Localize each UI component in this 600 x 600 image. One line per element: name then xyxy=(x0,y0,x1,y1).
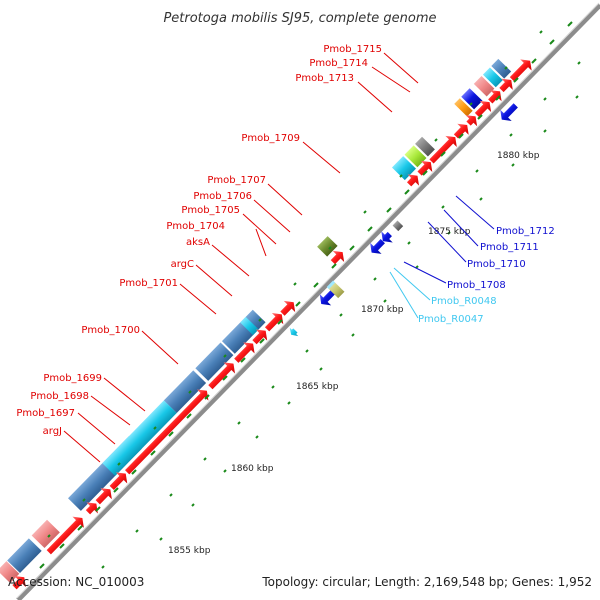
label-pmob-1697: Pmob_1697 xyxy=(16,408,75,419)
label-pmob-r0048: Pmob_R0048 xyxy=(431,296,497,307)
gene-arrow-forward xyxy=(85,502,98,515)
steel-block xyxy=(491,58,512,79)
label-pmob-1713: Pmob_1713 xyxy=(295,73,354,84)
genome-backbone xyxy=(16,3,600,600)
label-pmob-1698: Pmob_1698 xyxy=(30,391,89,402)
cyan-block xyxy=(391,156,417,181)
pink-block xyxy=(473,76,495,97)
gene-arrow-forward xyxy=(429,135,457,164)
gene-arrow-reverse xyxy=(500,103,518,121)
right-labels: Pmob_1712 Pmob_1711 Pmob_1710 Pmob_1708 … xyxy=(389,195,555,325)
cyan-block xyxy=(240,316,259,336)
gene-arrow-forward xyxy=(499,78,513,93)
label-pmob-r0047: Pmob_R0047 xyxy=(418,314,484,325)
steel-block xyxy=(7,538,42,574)
rna-block xyxy=(328,281,345,299)
label-pmob-1710: Pmob_1710 xyxy=(467,259,526,270)
gene-arrow-reverse xyxy=(289,327,299,337)
cyan-block xyxy=(102,400,177,476)
orange-block xyxy=(454,98,473,117)
gene-arrow-forward xyxy=(509,59,532,82)
grey-block xyxy=(392,220,404,232)
scale-label-1855: 1855 kbp xyxy=(168,546,211,556)
tick-marks xyxy=(39,21,581,569)
gene-arrow-forward xyxy=(234,342,255,363)
cyan-block xyxy=(482,67,503,88)
feature-tracks xyxy=(0,58,532,590)
track-reverse-genes xyxy=(289,103,518,337)
scale-label-1860: 1860 kbp xyxy=(231,464,274,474)
scale-label-1875: 1875 kbp xyxy=(428,227,471,237)
pink-block xyxy=(31,519,60,549)
scale-label-1880: 1880 kbp xyxy=(497,151,540,161)
rna-block xyxy=(326,280,336,290)
gene-arrow-forward xyxy=(453,123,469,139)
gene-arrow-forward xyxy=(46,516,84,555)
gene-arrow-forward xyxy=(465,115,478,127)
track-blocks xyxy=(0,58,512,584)
topology-text: Topology: circular; Length: 2,169,548 bp… xyxy=(261,575,592,589)
grey-block xyxy=(415,136,435,157)
steel-block xyxy=(221,309,266,354)
scale-label-1865: 1865 kbp xyxy=(296,382,339,392)
gene-arrow-forward xyxy=(280,300,296,316)
track-misc xyxy=(317,236,345,265)
label-pmob-1704: Pmob_1704 xyxy=(166,221,225,232)
lime-block xyxy=(404,145,427,168)
label-pmob-1709: Pmob_1709 xyxy=(241,133,300,144)
label-pmob-1707: Pmob_1707 xyxy=(207,175,266,186)
label-pmob-1711: Pmob_1711 xyxy=(480,242,539,253)
gene-arrow-forward xyxy=(474,100,492,118)
label-pmob-1715: Pmob_1715 xyxy=(323,44,382,55)
left-labels: Pmob_1715 Pmob_1714 Pmob_1713 Pmob_1709 … xyxy=(16,44,419,463)
accession-text: Accession: NC_010003 xyxy=(8,575,144,589)
gene-arrow-forward xyxy=(330,250,345,265)
blue-block xyxy=(461,88,483,110)
track-forward-genes xyxy=(12,59,532,590)
label-pmob-1705: Pmob_1705 xyxy=(181,205,240,216)
gene-arrow-forward xyxy=(95,488,112,505)
scale-labels: 1855 kbp 1860 kbp 1865 kbp 1870 kbp 1875… xyxy=(168,151,540,556)
label-pmob-1706: Pmob_1706 xyxy=(193,191,252,202)
gene-arrow-forward xyxy=(12,575,26,590)
gene-arrow-forward xyxy=(109,472,128,491)
gene-arrow-reverse xyxy=(381,231,393,243)
label-pmob-1714: Pmob_1714 xyxy=(309,58,368,69)
label-argj: argJ xyxy=(43,426,62,437)
steel-block xyxy=(195,342,234,381)
pink-block xyxy=(0,561,20,584)
label-pmob-1712: Pmob_1712 xyxy=(496,226,555,237)
map-title: Petrotoga mobilis SJ95, complete genome xyxy=(163,11,436,26)
gene-arrow-forward xyxy=(264,313,284,332)
label-pmob-1699: Pmob_1699 xyxy=(43,373,102,384)
gene-arrow-forward xyxy=(124,389,209,475)
gene-arrow-forward xyxy=(252,329,268,345)
steel-block xyxy=(163,370,207,414)
gene-arrow-reverse xyxy=(370,239,385,254)
gene-arrow-forward xyxy=(488,90,502,104)
label-pmob-1701: Pmob_1701 xyxy=(119,278,178,289)
genome-backbone-highlight xyxy=(16,2,600,599)
gene-arrow-forward xyxy=(208,362,236,390)
label-pmob-1700: Pmob_1700 xyxy=(81,325,140,336)
label-pmob-1708: Pmob_1708 xyxy=(447,280,506,291)
label-argc: argC xyxy=(171,259,194,270)
gene-arrow-forward xyxy=(406,174,420,187)
olive-block xyxy=(317,236,338,257)
scale-label-1870: 1870 kbp xyxy=(361,305,404,315)
label-aksa: aksA xyxy=(186,237,210,248)
gene-arrow-forward xyxy=(417,160,433,176)
